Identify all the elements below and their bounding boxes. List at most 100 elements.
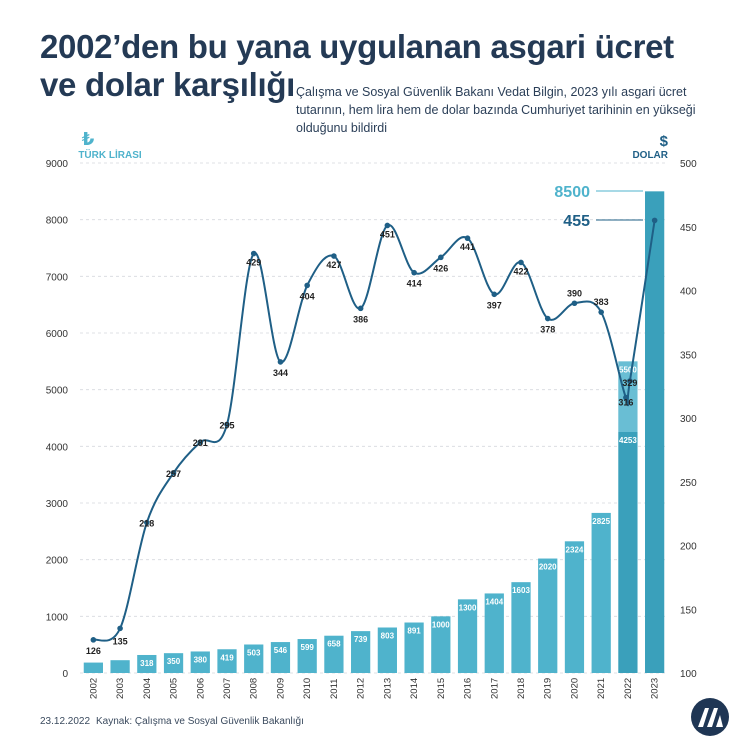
title-line-2: ve dolar karşılığı [40,66,296,103]
bar [137,654,157,673]
dollar-point-label: 386 [353,314,368,324]
x-tick-label: 2011 [329,679,340,699]
dollar-point-label: 441 [460,242,475,252]
x-tick-label: 2020 [569,678,580,699]
bar [297,639,317,673]
dollar-point-label: 426 [433,263,448,273]
dollar-point-label: 281 [193,438,208,448]
dollar-point-label: 316 [618,398,633,408]
dollar-point-label: 344 [273,368,288,378]
callout-bar-2023: 8500 [554,184,590,201]
left-tick-label: 7000 [46,272,69,283]
left-tick-label: 5000 [46,386,69,397]
left-axis-title: TÜRK LİRASI [78,148,142,161]
bar [591,512,611,673]
footer-source: Kaynak: Çalışma ve Sosyal Güvenlik Bakan… [96,716,304,727]
dollar-point [117,625,123,632]
bar-value-label: 803 [381,631,395,640]
x-tick-label: 2013 [382,678,393,699]
right-axis-title: DOLAR [632,150,668,161]
bar [190,651,210,673]
right-tick-label: 150 [680,605,697,616]
bar [618,431,638,673]
dollar-point [304,282,310,289]
dollar-point-label: 397 [487,300,502,310]
bar [431,616,451,673]
bar-value-label: 599 [301,643,315,652]
footer-date: 23.12.2022 [40,716,91,727]
right-tick-label: 400 [680,287,697,298]
x-tick-label: 2009 [275,678,286,699]
dollar-point-label: 378 [540,325,555,335]
callout-line-2023: 455 [563,213,590,230]
dollar-point [491,291,498,298]
bar-value-label: 546 [274,646,288,655]
bar-value-label: 419 [220,653,234,662]
x-tick-label: 2016 [463,678,474,699]
x-tick-label: 2014 [409,678,420,699]
dollar-point [544,315,551,322]
right-tick-label: 200 [680,542,697,553]
bar-value-label: 2825 [592,517,610,526]
dollar-point [331,253,337,259]
dollar-point-label: 390 [567,288,582,298]
bar [244,644,264,673]
bar [404,622,424,673]
dollar-point-label: 383 [594,297,609,307]
bar [163,653,184,673]
x-tick-label: 2017 [489,678,500,699]
dollar-point [277,359,284,365]
lira-symbol-icon: ₺ [82,129,95,150]
bar [511,582,531,673]
subtitle: Çalışma ve Sosyal Güvenlik Bakanı Vedat … [296,85,696,135]
bar [645,191,665,674]
title-line-1: 2002’den bu yana uygulanan asgari ücret [40,28,674,65]
dollar-point-label: 427 [326,260,341,270]
left-tick-label: 8000 [46,216,69,227]
left-tick-label: 9000 [46,159,69,170]
x-tick-label: 2005 [169,678,180,699]
dollar-point-label: 414 [407,279,422,289]
dollar-point-label: 429 [246,258,261,268]
dollar-point [357,305,364,312]
right-tick-label: 250 [680,478,697,489]
dollar-point [571,300,578,307]
x-tick-label: 2021 [596,678,607,699]
right-tick-label: 500 [680,159,697,170]
x-tick-label: 2010 [302,678,313,699]
x-tick-label: 2008 [249,678,260,699]
left-tick-label: 3000 [46,499,69,510]
bar-value-label: 1000 [432,620,450,629]
aa-logo-icon [691,698,729,736]
dollar-point [411,269,417,276]
dollar-point [438,254,444,261]
x-tick-label: 2019 [543,678,554,699]
bar [538,558,558,673]
left-tick-label: 2000 [46,556,69,567]
bar-value-label: 318 [140,659,154,668]
bar [377,627,397,673]
bar-value-label: 2324 [566,545,584,554]
bar-value-label: 350 [167,657,181,666]
left-tick-label: 6000 [46,329,69,340]
bar [564,541,585,673]
dollar-point-label: 295 [219,420,234,430]
bar-value-label: 1603 [512,586,530,595]
bar-value-label: 2020 [539,563,557,572]
dollar-point [464,235,471,242]
dollar-point [224,421,230,428]
dollar-point [518,259,524,266]
bar [83,662,103,673]
x-tick-label: 2003 [115,678,126,699]
dollar-point [197,439,204,446]
dollar-point [627,378,633,384]
dollar-symbol-icon: $ [660,133,669,150]
bar [457,599,478,673]
x-tick-label: 2002 [88,678,99,699]
bar-value-label: 658 [327,640,341,649]
dollar-point-label: 257 [166,469,181,479]
bar [351,631,371,673]
dollar-point-label: 135 [113,636,128,646]
dollar-point [170,470,177,476]
